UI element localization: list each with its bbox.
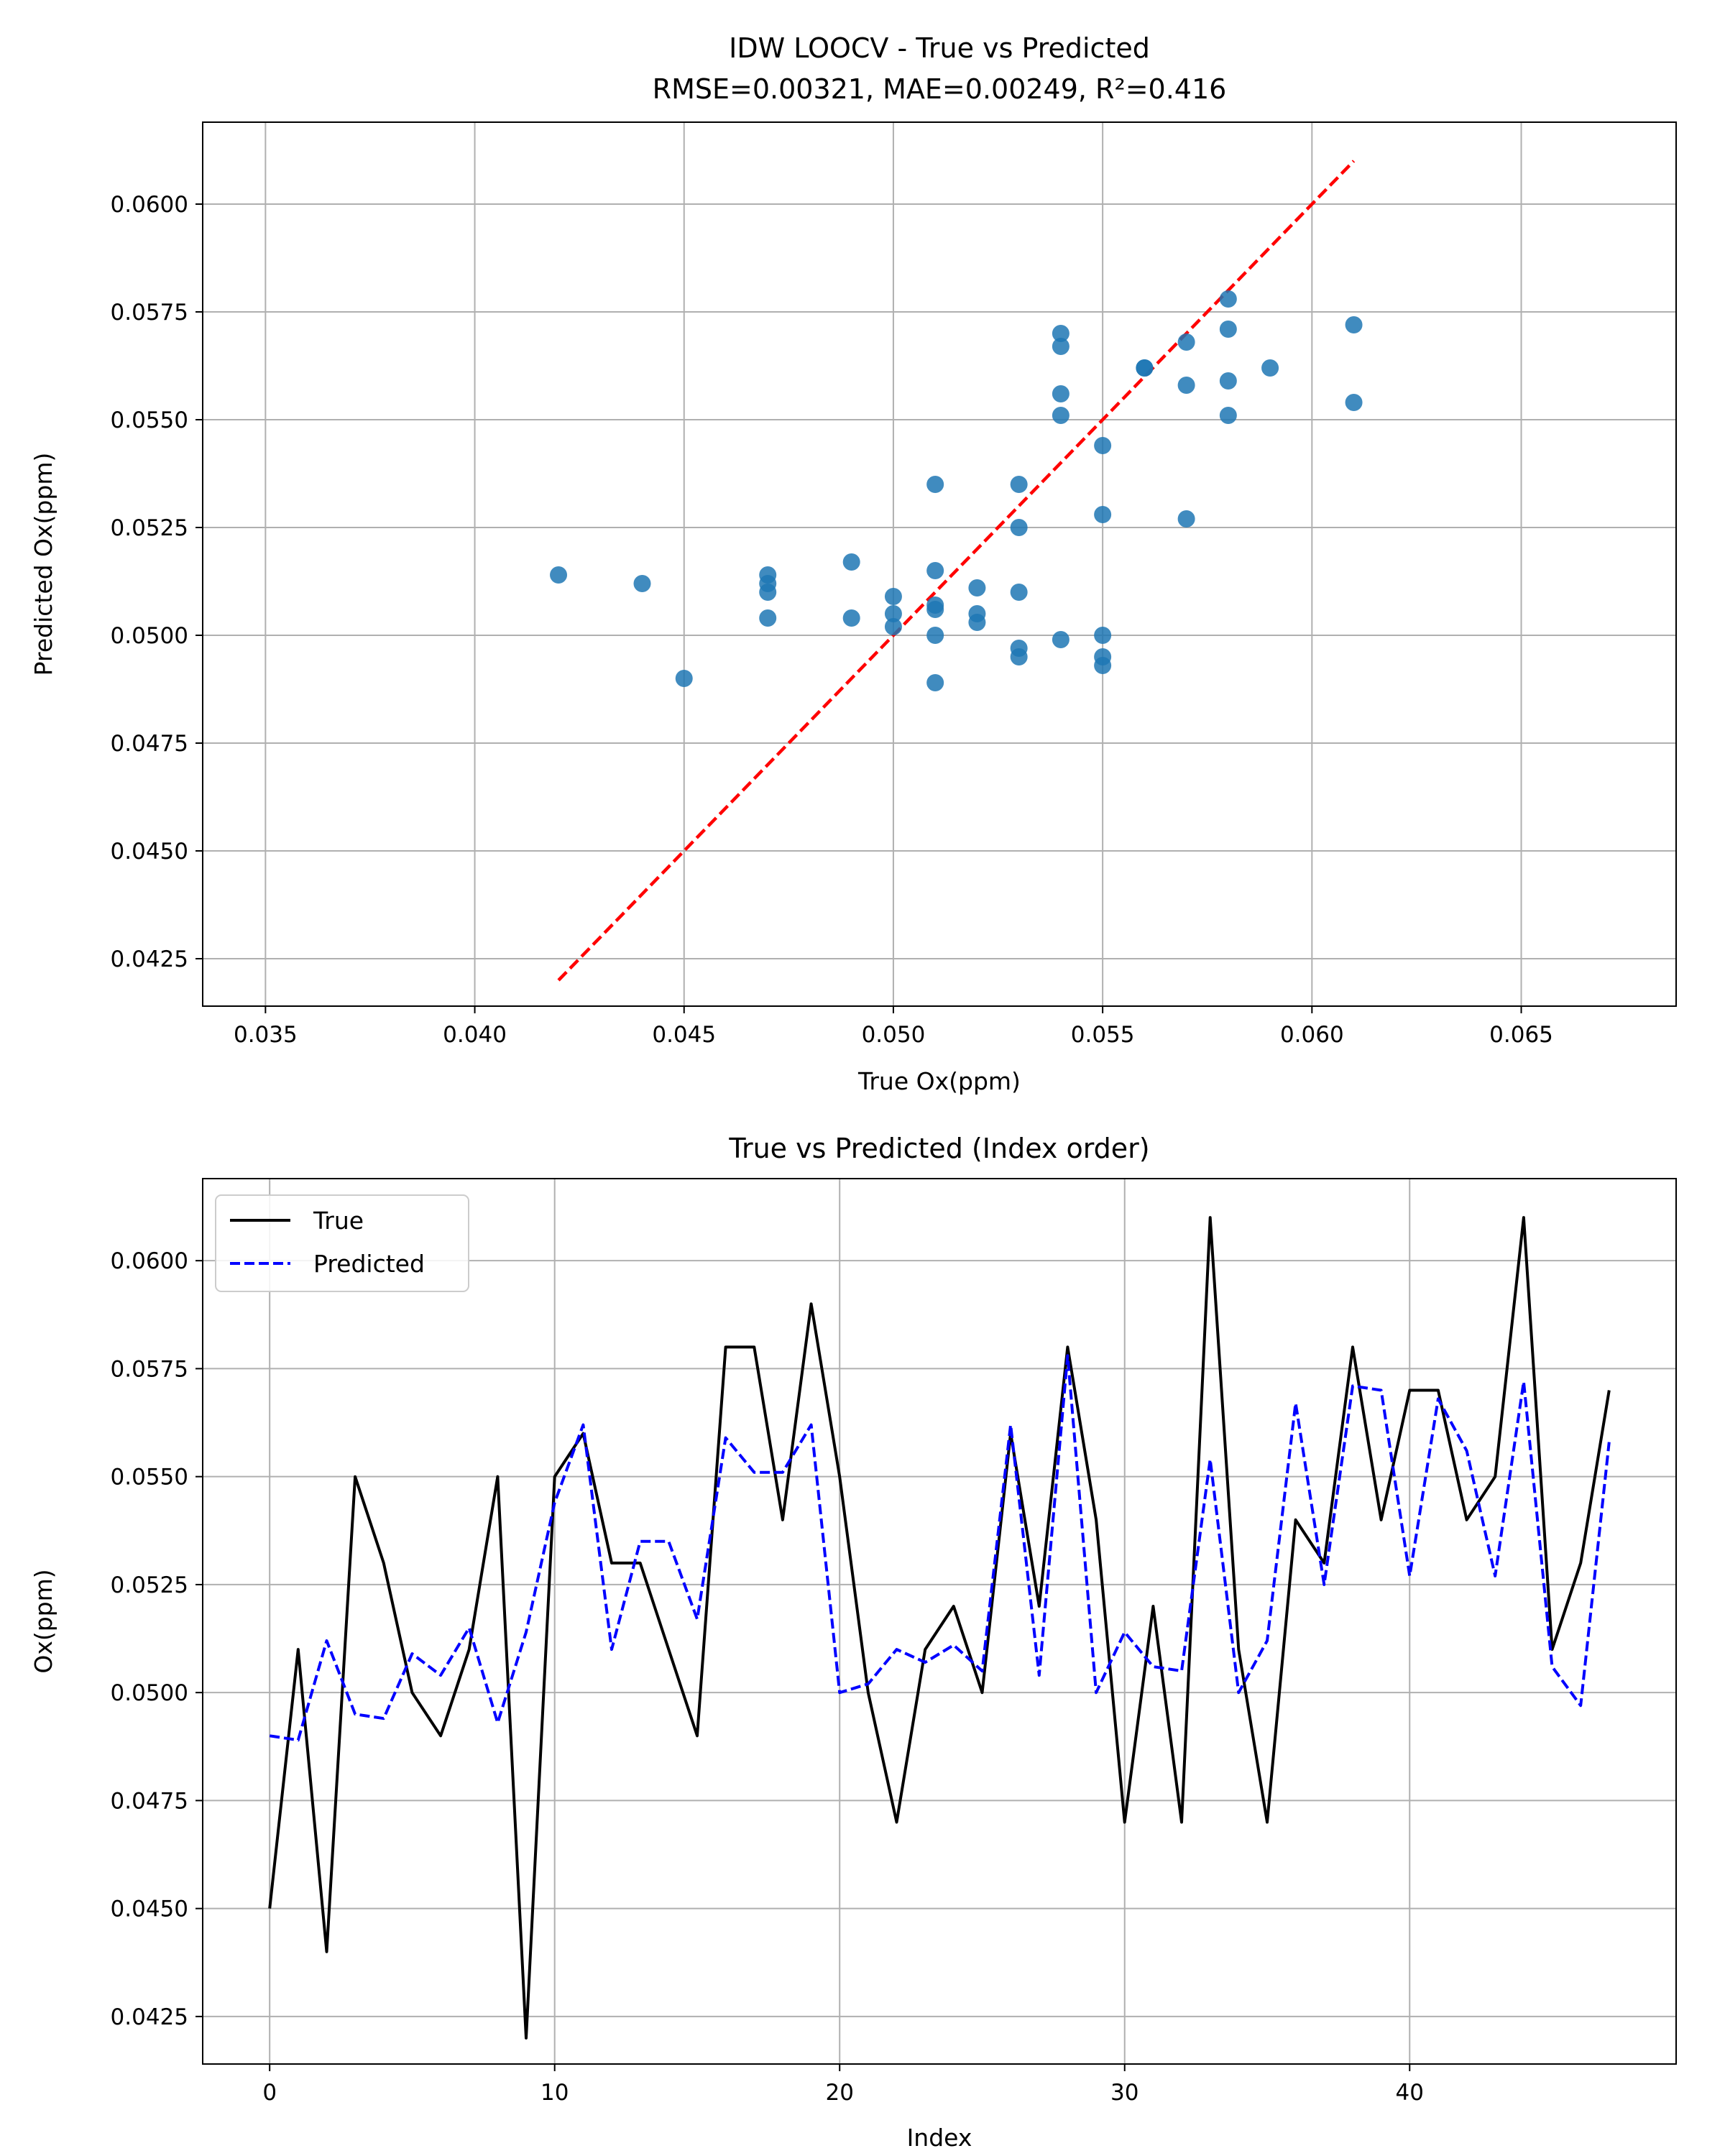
scatter-point (842, 609, 860, 627)
legend: True Predicted (215, 1194, 469, 1292)
scatter-point (1219, 372, 1237, 390)
x-tick-label: 30 (1110, 2080, 1138, 2106)
y-tick-label: 0.0500 (111, 623, 188, 649)
y-tick-label: 0.0475 (111, 731, 188, 757)
y-tick-label: 0.0600 (111, 192, 188, 218)
scatter-x-axis-label: True Ox(ppm) (857, 1067, 1021, 1095)
y-tick-label: 0.0575 (111, 1356, 188, 1382)
x-tick-label: 0.065 (1489, 1022, 1553, 1048)
scatter-points (550, 290, 1363, 691)
y-tick-label: 0.0525 (111, 1572, 188, 1598)
scatter-point (1345, 316, 1363, 333)
scatter-point (1010, 584, 1028, 601)
line-chart: True vs Predicted (Index order) 0 10 20 30 4… (29, 1133, 1677, 2152)
scatter-point (633, 575, 651, 592)
scatter-point (1010, 519, 1028, 536)
x-tick-label: 0.050 (862, 1022, 926, 1048)
scatter-point (926, 674, 944, 691)
x-tick-label: 0.040 (443, 1022, 507, 1048)
legend-true-label: True (313, 1207, 364, 1235)
y-tick-label: 0.0575 (111, 300, 188, 326)
scatter-point (926, 476, 944, 493)
scatter-point (1219, 407, 1237, 424)
scatter-point (759, 609, 777, 627)
x-tick-label: 0.060 (1280, 1022, 1344, 1048)
y-tick-label: 0.0450 (111, 839, 188, 865)
y-tick-label: 0.0475 (111, 1788, 188, 1814)
y-tick-label: 0.0600 (111, 1248, 188, 1274)
scatter-point (884, 605, 902, 622)
y-tick-label: 0.0550 (111, 407, 188, 433)
true-series-line (268, 1216, 1611, 2040)
scatter-point (1010, 476, 1028, 493)
y-tick-label: 0.0425 (111, 946, 188, 972)
x-tick-label: 0.045 (652, 1022, 716, 1048)
scatter-point (1052, 631, 1070, 648)
scatter-point (968, 614, 986, 631)
scatter-y-ticks: 0.0425 0.0450 0.0475 0.0500 0.0525 0.0550 0.05… (111, 192, 203, 972)
scatter-point (1052, 325, 1070, 342)
scatter-gridlines (203, 122, 1676, 1006)
scatter-point (884, 618, 902, 635)
scatter-point (1010, 648, 1028, 665)
predicted-series-line (269, 1354, 1611, 1742)
line-series (268, 1216, 1611, 2040)
scatter-plot-frame (202, 121, 1677, 1007)
scatter-point (1345, 394, 1363, 411)
y-tick-label: 0.0450 (111, 1897, 188, 1922)
scatter-point (968, 579, 986, 596)
x-tick-label: 0.035 (234, 1022, 298, 1048)
scatter-point (1052, 385, 1070, 402)
scatter-point (1219, 290, 1237, 308)
scatter-point (1136, 359, 1154, 377)
line-plot-frame (202, 1178, 1677, 2065)
scatter-point (926, 627, 944, 644)
scatter-point (759, 584, 777, 601)
y-tick-label: 0.0425 (111, 2004, 188, 2030)
scatter-chart: IDW LOOCV - True vs Predicted RMSE=0.003… (29, 32, 1677, 1095)
scatter-x-ticks: 0.035 0.040 0.045 0.050 0.055 0.060 0.065 (234, 1006, 1553, 1048)
scatter-title: IDW LOOCV - True vs Predicted (729, 32, 1150, 64)
scatter-point (1261, 359, 1279, 377)
scatter-point (926, 562, 944, 579)
line-y-axis-label: Ox(ppm) (29, 1569, 58, 1673)
line-chart-title: True vs Predicted (Index order) (728, 1133, 1149, 1164)
scatter-point (884, 588, 902, 605)
line-y-ticks: 0.0425 0.0450 0.0475 0.0500 0.0525 0.0550 0.05… (111, 1248, 203, 2030)
line-x-axis-label: Index (907, 2124, 972, 2152)
scatter-point (1052, 407, 1070, 424)
scatter-point (675, 670, 693, 687)
x-tick-label: 10 (540, 2080, 569, 2106)
x-tick-label: 40 (1396, 2080, 1424, 2106)
scatter-point (1094, 506, 1112, 523)
scatter-point (926, 601, 944, 618)
scatter-point (1052, 338, 1070, 355)
scatter-point (1177, 510, 1195, 528)
scatter-point (1094, 437, 1112, 454)
x-tick-label: 20 (825, 2080, 853, 2106)
y-tick-label: 0.0500 (111, 1680, 188, 1706)
x-tick-label: 0.055 (1071, 1022, 1135, 1048)
scatter-point (1177, 377, 1195, 394)
scatter-y-axis-label: Predicted Ox(ppm) (29, 453, 58, 676)
legend-predicted-label: Predicted (313, 1250, 425, 1278)
scatter-point (1177, 333, 1195, 351)
y-tick-label: 0.0550 (111, 1465, 188, 1491)
scatter-subtitle: RMSE=0.00321, MAE=0.00249, R²=0.416 (653, 73, 1227, 105)
line-x-ticks: 0 10 20 30 40 (262, 2064, 1424, 2106)
scatter-point (1219, 321, 1237, 338)
scatter-point (1094, 627, 1112, 644)
y-tick-label: 0.0525 (111, 515, 188, 541)
x-tick-label: 0 (262, 2080, 277, 2106)
scatter-point (842, 553, 860, 571)
scatter-point (550, 566, 568, 584)
scatter-point (1094, 657, 1112, 674)
